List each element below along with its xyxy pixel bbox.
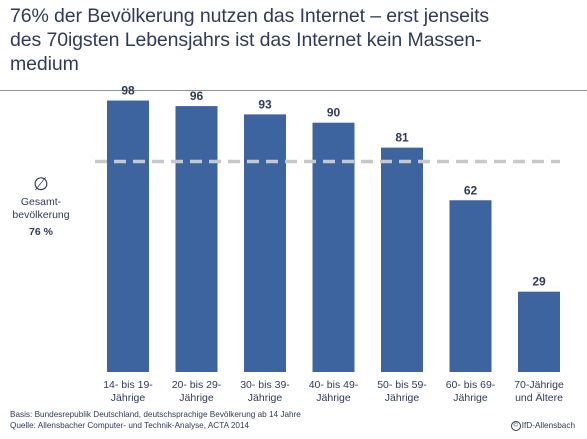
x-tick-label: Jährige [453,392,488,404]
bar [518,291,560,372]
x-tick-label: 30- bis 39- [240,379,290,391]
bar [381,147,423,372]
footer-basis: Basis: Bundesrepublik Deutschland, deuts… [10,410,301,419]
chart-title: 76% der Bevölkerung nutzen das Internet … [10,5,490,75]
x-tick-label: 60- bis 69- [446,379,496,391]
x-tick-label: 14- bis 19- [103,379,153,391]
bar-value-label: 62 [464,183,478,197]
x-tick-label: Jährige [111,392,146,404]
bar-value-label: 81 [395,131,409,145]
bar-value-label: 93 [258,97,272,111]
x-tick-label: Jährige [385,392,420,404]
bar [107,100,149,372]
x-tick-label: 70-Jährige [514,379,564,391]
footer-notes: Basis: Bundesrepublik Deutschland, deuts… [10,409,301,431]
copyright: © IfD-Allensbach [510,421,575,431]
x-tick-label: 40- bis 49- [309,379,359,391]
bar [312,122,355,372]
x-tick-label: Jährige [248,392,283,404]
bar-value-label: 90 [327,106,341,120]
bar [244,114,286,372]
x-tick-label: und Ältere [515,392,563,404]
copyright-text: IfD-Allensbach [521,421,575,431]
average-annotation: ∅ Gesamt- bevölkerung 76 % [0,174,82,239]
bar [449,200,492,372]
bar [175,106,218,372]
average-symbol: ∅ [33,174,49,194]
copyright-icon: © [510,421,521,431]
average-label: Gesamt- bevölkerung [12,196,70,221]
bar-value-label: 98 [121,84,135,98]
bar-value-label: 29 [532,275,546,289]
x-tick-label: Jährige [316,392,351,404]
title-divider [0,90,587,91]
footer-source: Quelle: Allensbacher Computer- und Techn… [10,421,250,430]
x-tick-label: 20- bis 29- [172,379,222,391]
x-tick-label: Jährige [179,392,214,404]
x-tick-label: 50- bis 59- [377,379,427,391]
average-value: 76 % [29,226,53,238]
bar-value-label: 96 [190,89,204,103]
